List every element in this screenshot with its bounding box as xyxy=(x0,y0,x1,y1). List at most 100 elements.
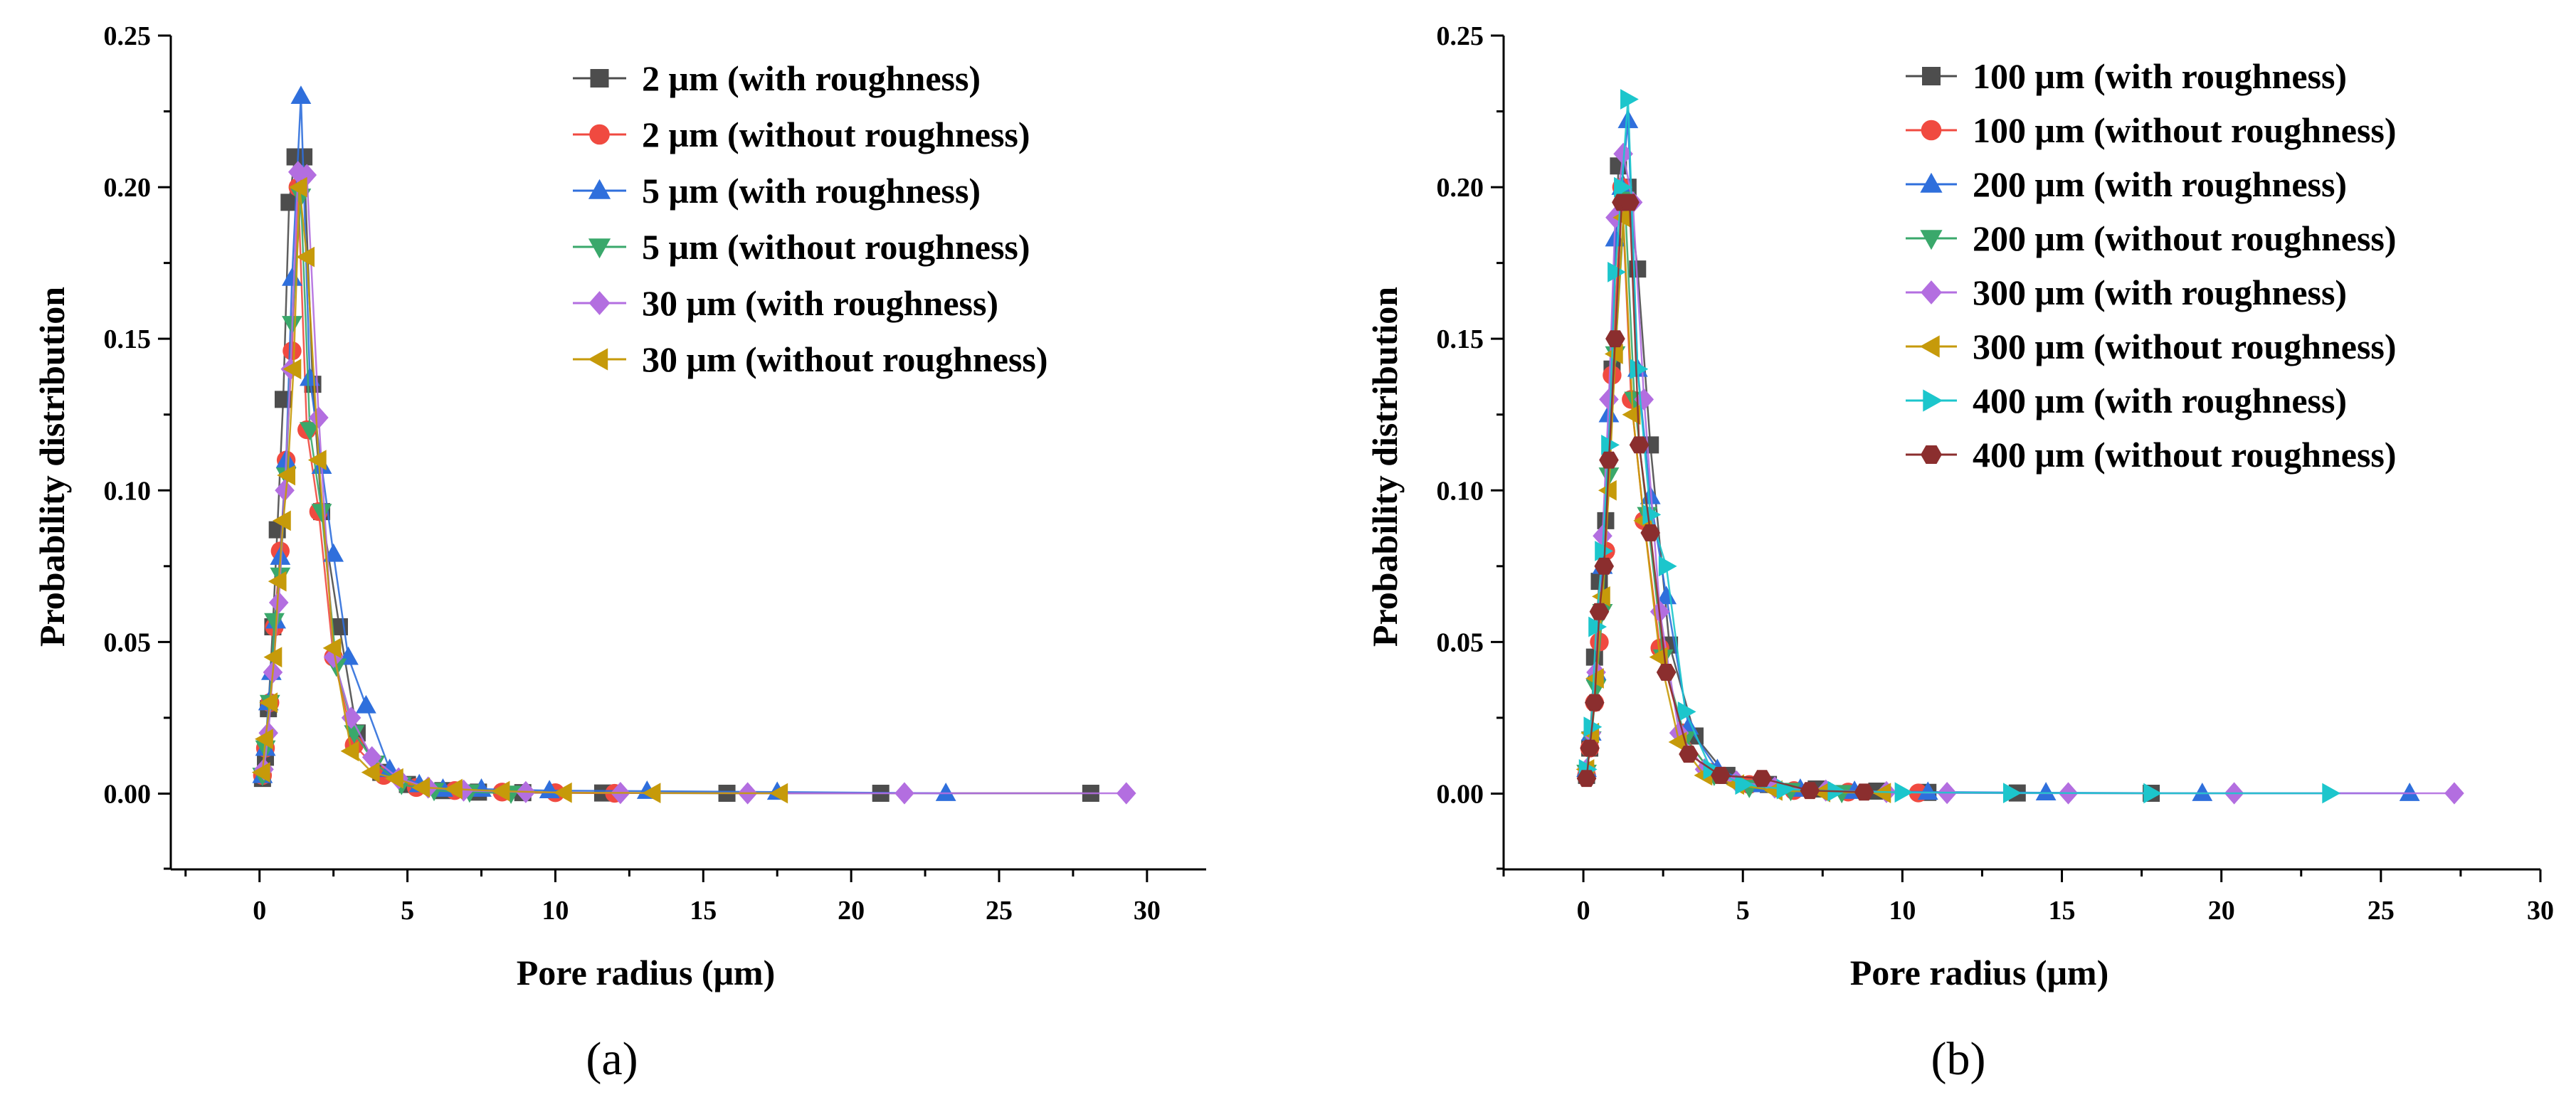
data-point xyxy=(290,85,312,105)
data-point xyxy=(1605,330,1625,348)
data-point xyxy=(1658,556,1677,577)
panel-label: (b) xyxy=(1931,1033,1986,1085)
data-point xyxy=(1679,746,1699,763)
x-tick-label: 25 xyxy=(2368,896,2395,926)
data-point xyxy=(1622,404,1641,425)
legend-label: 2 μm (without roughness) xyxy=(642,115,1030,154)
series-line xyxy=(1585,201,1864,793)
series-line xyxy=(1585,199,1842,794)
y-tick-label: 0.00 xyxy=(1437,779,1484,809)
data-point xyxy=(2035,782,2057,800)
data-point xyxy=(268,571,287,592)
x-tick-label: 5 xyxy=(401,896,414,926)
legend-label: 30 μm (with roughness) xyxy=(642,283,998,323)
legend-marker xyxy=(1922,67,1941,85)
data-point xyxy=(323,646,344,669)
legend-marker xyxy=(1920,230,1943,250)
data-point xyxy=(1620,89,1639,110)
legend-label: 400 μm (with roughness) xyxy=(1973,381,2347,420)
data-point xyxy=(277,465,296,486)
data-point xyxy=(491,780,510,802)
data-point xyxy=(1599,388,1619,411)
data-point xyxy=(2143,783,2163,804)
data-point xyxy=(411,777,431,798)
series-line xyxy=(261,196,512,795)
chart-panel-b: 0.00 0.05 0.10 0.15 0.20 0.25 0 5 10 15 20 25 30 Pore… xyxy=(1365,21,2554,1085)
legend-item: 100 μm (without roughness) xyxy=(1906,110,2397,150)
y-tick-label: 0.10 xyxy=(1437,476,1484,506)
series-line xyxy=(1585,165,2152,795)
data-point xyxy=(295,148,313,166)
x-tick-label: 10 xyxy=(542,896,569,926)
data-point xyxy=(361,762,380,783)
legend-label: 200 μm (without roughness) xyxy=(1973,218,2397,258)
y-tick-label: 0.25 xyxy=(104,21,152,51)
legend-marker xyxy=(588,291,611,315)
legend-item: 200 μm (with roughness) xyxy=(1906,164,2347,204)
legend-item: 200 μm (without roughness) xyxy=(1906,218,2397,258)
data-point xyxy=(1854,783,1874,801)
data-point xyxy=(1594,557,1615,575)
legend-label: 300 μm (with roughness) xyxy=(1973,272,2347,312)
y-tick-label: 0.15 xyxy=(104,324,152,354)
data-point xyxy=(263,647,283,668)
y-tick-label: 0.15 xyxy=(1437,324,1484,354)
data-point xyxy=(2322,783,2341,804)
legend-label: 100 μm (with roughness) xyxy=(1973,56,2347,96)
legend-label: 300 μm (without roughness) xyxy=(1973,327,2397,366)
data-point xyxy=(935,783,956,801)
legend-label: 30 μm (without roughness) xyxy=(642,339,1048,379)
x-tick-label: 30 xyxy=(2527,896,2554,926)
data-point xyxy=(311,504,332,523)
chart-panel-a: 0.00 0.05 0.10 0.15 0.20 0.25 0 5 10 15 20 25 30 Pore… xyxy=(32,21,1206,1085)
data-point xyxy=(323,543,344,562)
data-point xyxy=(1656,664,1677,681)
y-axis-title: Probability distribution xyxy=(1365,287,1405,647)
x-tick-label: 25 xyxy=(986,896,1013,926)
data-point xyxy=(288,176,307,198)
data-point xyxy=(1614,176,1632,198)
data-point xyxy=(1580,739,1600,757)
data-point xyxy=(280,194,298,211)
data-point xyxy=(287,161,308,184)
x-tick-label: 10 xyxy=(1889,896,1916,926)
data-point xyxy=(282,267,302,286)
data-point xyxy=(1116,782,1136,805)
data-point xyxy=(1630,359,1649,380)
data-point xyxy=(1812,781,1831,803)
y-axis-title: Probability distribution xyxy=(32,287,72,647)
legend-item: 2 μm (without roughness) xyxy=(573,115,1030,154)
data-point xyxy=(444,778,463,800)
data-point xyxy=(2444,782,2464,805)
legend-marker xyxy=(1920,172,1943,193)
legend-label: 5 μm (without roughness) xyxy=(642,227,1030,267)
x-axis-title: Pore radius (μm) xyxy=(1850,953,2108,992)
data-point xyxy=(1593,524,1612,547)
x-axis-title: Pore radius (μm) xyxy=(517,953,775,992)
y-tick-label: 0.20 xyxy=(1437,173,1484,203)
y-tick-label: 0.05 xyxy=(104,628,152,657)
data-point xyxy=(309,406,329,429)
data-point xyxy=(539,780,560,798)
data-point xyxy=(1576,770,1597,788)
data-point xyxy=(1894,782,1913,803)
legend-item: 30 μm (without roughness) xyxy=(573,339,1048,379)
data-point xyxy=(1872,783,1891,804)
data-point xyxy=(1668,731,1687,753)
series-line xyxy=(261,187,615,795)
x-tick-label: 15 xyxy=(690,896,717,926)
data-point xyxy=(259,692,278,713)
y-tick-label: 0.10 xyxy=(104,476,152,506)
legend-marker xyxy=(588,179,611,199)
data-point xyxy=(344,725,365,744)
data-point xyxy=(1588,616,1608,637)
data-point xyxy=(1917,781,1938,800)
data-point xyxy=(264,613,285,632)
data-point xyxy=(340,741,359,762)
legend-item: 400 μm (with roughness) xyxy=(1906,381,2347,420)
data-point xyxy=(894,782,914,805)
data-point xyxy=(1629,436,1649,454)
legend-item: 400 μm (without roughness) xyxy=(1906,435,2397,475)
legend-item: 30 μm (with roughness) xyxy=(573,283,998,323)
data-point xyxy=(299,422,320,441)
